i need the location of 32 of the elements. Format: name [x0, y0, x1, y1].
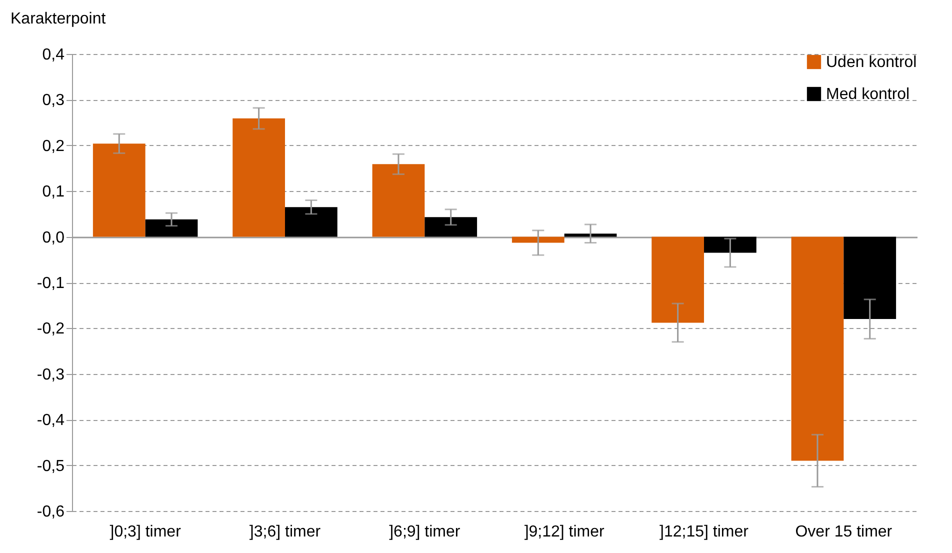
bar	[145, 219, 198, 237]
bar	[92, 144, 146, 237]
bar	[372, 164, 425, 237]
bar	[791, 236, 844, 461]
bar	[704, 236, 756, 253]
x-tick-label: ]3;6] timer	[249, 524, 322, 540]
bar	[232, 118, 285, 237]
y-tick-label: -0,2	[36, 320, 65, 338]
x-tick-label: ]9;12] timer	[524, 524, 606, 540]
x-tick-label: Over 15 timer	[795, 524, 893, 540]
bar	[564, 234, 617, 237]
x-tick-label: ]6;9] timer	[389, 524, 461, 540]
bar	[512, 236, 564, 243]
bar	[424, 217, 478, 237]
legend-label: Med kontrol	[826, 86, 910, 103]
y-tick-label: 0,0	[42, 229, 65, 246]
y-tick-label: 0,4	[42, 46, 65, 64]
y-tick-label: -0,4	[36, 412, 65, 430]
legend-label: Uden kontrol	[826, 54, 917, 71]
bar	[652, 236, 704, 323]
y-tick-label: 0,1	[42, 184, 65, 201]
y-axis-title: Karakterpoint	[10, 10, 106, 28]
bar	[284, 207, 338, 237]
y-tick-label: -0,3	[36, 366, 65, 384]
x-tick-label: ]12;15] timer	[660, 524, 750, 540]
bar	[844, 236, 896, 320]
y-tick-label: 0,3	[42, 92, 65, 110]
y-tick-label: -0,5	[36, 458, 65, 475]
x-tick-label: ]0;3] timer	[110, 524, 182, 540]
y-tick-label: -0,6	[36, 504, 65, 520]
y-tick-label: -0,1	[36, 275, 65, 292]
y-tick-label: 0,2	[42, 138, 65, 155]
